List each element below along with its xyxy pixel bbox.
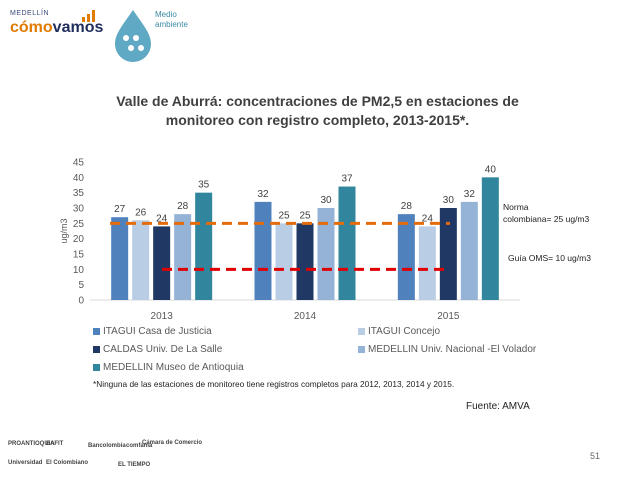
brand-bars-icon	[82, 10, 95, 22]
legend-item: MEDELLIN Museo de Antioquia	[93, 362, 244, 373]
section-label-line1: Medio	[155, 10, 177, 19]
data-label: 32	[464, 189, 476, 200]
brand-part2: vamos	[52, 19, 104, 36]
y-tick-label: 40	[73, 173, 85, 184]
bar	[481, 177, 499, 300]
norma-label-line2: colombiana= 25 ug/m3	[503, 214, 590, 224]
bar	[254, 201, 272, 300]
sponsor-logo: Universidad	[8, 460, 43, 466]
x-tick-label: 2013	[151, 311, 174, 322]
chart-title-line1: Valle de Aburrá: concentraciones de PM2,…	[116, 93, 519, 109]
sponsor-logo: El Colombiano	[46, 460, 88, 466]
x-tick-label: 2015	[437, 311, 460, 322]
data-label: 28	[401, 201, 413, 212]
data-label: 30	[443, 195, 455, 206]
legend-swatch	[93, 364, 100, 371]
data-label: 30	[320, 195, 332, 206]
sponsor-logo: EL TIEMPO	[118, 462, 151, 468]
legend-item: ITAGUI Casa de Justicia	[93, 326, 212, 337]
data-label: 40	[485, 164, 497, 175]
bar	[338, 186, 356, 300]
page-number: 51	[590, 451, 601, 461]
bar	[439, 208, 457, 300]
bar	[317, 208, 335, 300]
legend-label: ITAGUI Concejo	[368, 326, 441, 337]
brand-logo-text: cómovamos	[10, 19, 103, 37]
norma-annotation: Norma colombiana= 25 ug/m3	[503, 201, 589, 225]
chart-title-line2: monitoreo con registro completo, 2013-20…	[165, 112, 470, 128]
sponsor-logo: EAFIT	[46, 441, 64, 447]
data-label: 25	[299, 210, 311, 221]
oms-annotation: Guía OMS= 10 ug/m3	[508, 253, 591, 263]
legend-label: ITAGUI Casa de Justicia	[103, 326, 212, 337]
section-label-line2: ambiente	[155, 20, 188, 29]
brand-city: MEDELLÍN	[10, 10, 50, 17]
y-tick-label: 35	[73, 188, 85, 199]
bar	[132, 220, 150, 300]
chart-title: Valle de Aburrá: concentraciones de PM2,…	[60, 92, 575, 130]
bar	[275, 223, 293, 300]
bar	[397, 214, 415, 300]
data-label: 24	[156, 213, 168, 224]
data-label: 27	[114, 204, 126, 215]
norma-label-line1: Norma	[503, 202, 529, 212]
water-drop-icon	[115, 10, 151, 62]
brand-part1: cómo	[10, 19, 53, 36]
bar	[460, 201, 478, 300]
legend-item: MEDELLIN Univ. Nacional -El Volador	[358, 344, 536, 355]
bar	[111, 217, 129, 300]
footnote: *Ninguna de las estaciones de monitoreo …	[93, 379, 455, 389]
y-tick-label: 10	[73, 265, 85, 276]
data-label: 25	[278, 210, 290, 221]
legend-swatch	[93, 346, 100, 353]
bar	[195, 192, 213, 300]
bar	[418, 226, 436, 300]
y-tick-label: 45	[73, 158, 85, 169]
y-axis-label: ug/m3	[59, 218, 69, 243]
legend-item: ITAGUI Concejo	[358, 326, 440, 337]
data-label: 37	[341, 174, 353, 185]
bar	[153, 226, 171, 300]
data-label: 28	[177, 201, 189, 212]
y-tick-label: 20	[73, 234, 85, 245]
source-note: Fuente: AMVA	[466, 401, 530, 412]
legend-label: CALDAS Univ. De La Salle	[103, 344, 223, 355]
sponsor-logo: comfama	[126, 443, 153, 449]
y-tick-label: 30	[73, 204, 85, 215]
legend-label: MEDELLIN Museo de Antioquia	[103, 362, 244, 373]
sponsor-logo: Bancolombia	[88, 443, 126, 449]
legend-swatch	[358, 328, 365, 335]
legend-swatch	[93, 328, 100, 335]
data-label: 24	[422, 213, 434, 224]
data-label: 35	[198, 180, 210, 191]
y-tick-label: 25	[73, 219, 85, 230]
y-tick-label: 0	[78, 296, 84, 307]
sponsor-logo: PROANTIOQUIA	[8, 441, 55, 447]
legend-swatch	[358, 346, 365, 353]
y-tick-label: 15	[73, 250, 85, 261]
x-tick-label: 2014	[294, 311, 317, 322]
legend-item: CALDAS Univ. De La Salle	[93, 344, 222, 355]
sponsor-logo: Cámara de Comercio	[142, 440, 203, 446]
data-label: 32	[257, 189, 269, 200]
section-label: Medio ambiente	[155, 10, 188, 30]
bar	[174, 214, 192, 300]
y-tick-label: 5	[78, 280, 84, 291]
bar	[296, 223, 314, 300]
data-label: 26	[135, 207, 147, 218]
legend-label: MEDELLIN Univ. Nacional -El Volador	[368, 344, 537, 355]
